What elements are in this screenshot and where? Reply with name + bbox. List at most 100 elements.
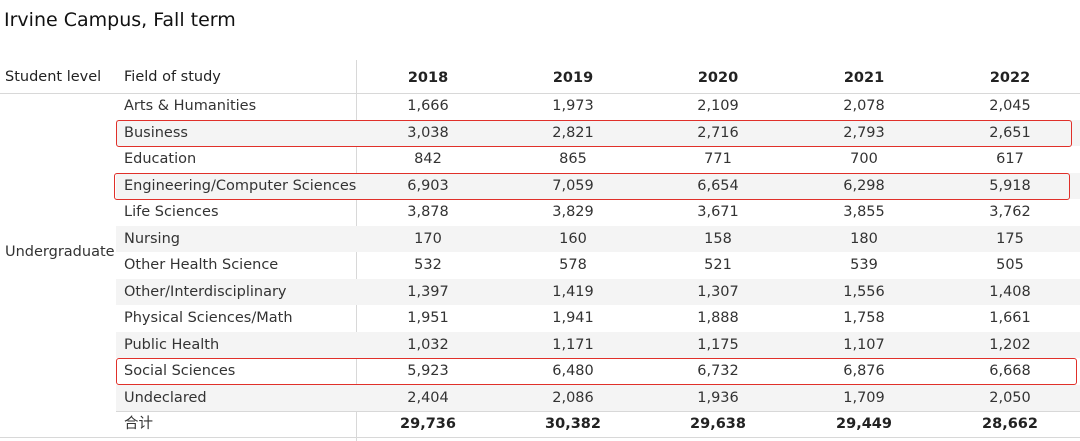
value-cell: 6,298: [843, 177, 885, 194]
value-cell: 2,404: [407, 389, 449, 406]
value-cell: 7,059: [552, 177, 594, 194]
value-cell: 2,821: [552, 124, 594, 141]
bottom-rule: [0, 437, 1080, 438]
value-cell: 2,109: [697, 98, 739, 114]
value-cell: 1,107: [843, 336, 885, 353]
total-cell: 29,638: [690, 416, 746, 432]
value-cell: 6,732: [697, 363, 739, 379]
field-cell: Business: [124, 124, 188, 141]
total-cell: 30,382: [545, 416, 601, 432]
value-cell: 158: [704, 230, 732, 247]
row-band: [116, 119, 1080, 146]
value-cell: 3,829: [552, 204, 594, 220]
header-cell: 2018: [407, 70, 449, 86]
value-cell: 1,307: [697, 283, 739, 300]
value-cell: 771: [704, 151, 732, 167]
total-label: 合计: [124, 416, 153, 432]
value-cell: 521: [704, 257, 732, 273]
field-cell: Other/Interdisciplinary: [124, 283, 287, 300]
value-cell: 1,661: [989, 310, 1031, 326]
value-cell: 617: [996, 151, 1024, 167]
value-cell: 180: [850, 230, 878, 247]
row-band: [116, 331, 1080, 358]
value-cell: 1,419: [552, 283, 594, 300]
title: Irvine Campus, Fall term: [4, 9, 236, 31]
value-cell: 700: [850, 151, 878, 167]
header-cell: Student level: [5, 69, 102, 85]
value-cell: 1,171: [552, 336, 594, 353]
row-band: [116, 172, 1080, 199]
header-cell: 2019: [552, 70, 594, 86]
value-cell: 1,175: [697, 336, 739, 353]
row-band: [116, 225, 1080, 252]
field-cell: Arts & Humanities: [124, 98, 257, 114]
value-cell: 160: [559, 230, 587, 247]
value-cell: 2,086: [552, 389, 594, 406]
value-cell: 6,903: [407, 177, 449, 194]
value-cell: 1,888: [697, 310, 739, 326]
field-cell: Engineering/Computer Sciences: [124, 177, 357, 194]
total-cell: 29,736: [400, 416, 456, 432]
row-band: [116, 278, 1080, 305]
value-cell: 1,941: [552, 310, 594, 326]
value-cell: 6,876: [843, 363, 885, 379]
header-cell: 2020: [697, 70, 739, 86]
value-cell: 2,716: [697, 124, 739, 141]
value-cell: 865: [559, 151, 587, 167]
value-cell: 3,762: [989, 204, 1031, 220]
field-cell: Life Sciences: [124, 204, 219, 220]
value-cell: 3,038: [407, 124, 449, 141]
value-cell: 1,973: [552, 98, 594, 114]
value-cell: 1,936: [697, 389, 739, 406]
total-cell: 28,662: [982, 416, 1038, 432]
value-cell: 6,480: [552, 363, 594, 379]
value-cell: 1,397: [407, 283, 449, 300]
value-cell: 170: [414, 230, 442, 247]
value-cell: 539: [850, 257, 878, 273]
value-cell: 2,078: [843, 98, 885, 114]
field-cell: Physical Sciences/Math: [124, 310, 293, 326]
value-cell: 3,671: [697, 204, 739, 220]
value-cell: 1,758: [843, 310, 885, 326]
value-cell: 842: [414, 151, 442, 167]
value-cell: 1,202: [989, 336, 1031, 353]
highlight-box: [114, 173, 1070, 200]
field-cell: Public Health: [124, 336, 220, 353]
value-cell: 2,045: [989, 98, 1031, 114]
value-cell: 1,408: [989, 283, 1031, 300]
header-rule: [0, 93, 1080, 94]
value-cell: 2,793: [843, 124, 885, 141]
field-cell: Social Sciences: [124, 363, 236, 379]
highlight-box: [116, 358, 1077, 385]
value-cell: 578: [559, 257, 587, 273]
value-cell: 5,918: [989, 177, 1031, 194]
value-cell: 1,666: [407, 98, 449, 114]
field-cell: Undeclared: [124, 389, 207, 406]
value-cell: 505: [996, 257, 1024, 273]
header-cell: 2021: [843, 70, 885, 86]
value-cell: 2,050: [989, 389, 1031, 406]
field-cell: Other Health Science: [124, 257, 279, 273]
value-cell: 1,709: [843, 389, 885, 406]
value-cell: 3,855: [843, 204, 885, 220]
header-cell: 2022: [989, 70, 1031, 86]
total-cell: 29,449: [836, 416, 892, 432]
highlight-box: [116, 120, 1072, 147]
header-cell: Field of study: [124, 69, 221, 85]
total-rule: [116, 411, 1080, 412]
value-cell: 1,032: [407, 336, 449, 353]
value-cell: 1,556: [843, 283, 885, 300]
field-cell: Education: [124, 151, 197, 167]
value-cell: 6,654: [697, 177, 739, 194]
value-cell: 175: [996, 230, 1024, 247]
value-cell: 3,878: [407, 204, 449, 220]
field-cell: Nursing: [124, 230, 180, 247]
value-cell: 1,951: [407, 310, 449, 326]
value-cell: 532: [414, 257, 442, 273]
value-cell: 5,923: [407, 363, 449, 379]
row-band: [116, 384, 1080, 411]
group-label: Undergraduate: [5, 244, 115, 260]
value-cell: 6,668: [989, 363, 1031, 379]
value-cell: 2,651: [989, 124, 1031, 141]
